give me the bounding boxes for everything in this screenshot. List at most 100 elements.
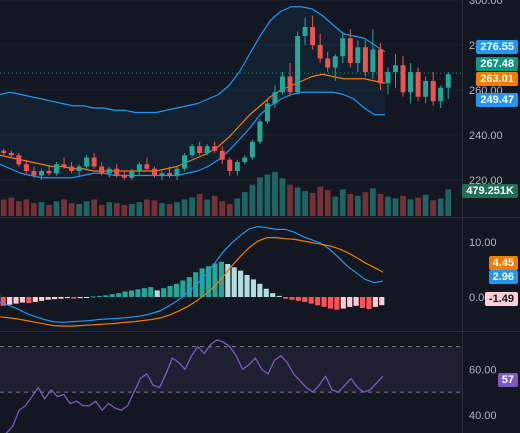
volume-bar xyxy=(279,178,286,216)
macd-histogram-bar xyxy=(289,297,295,300)
candle-body xyxy=(423,81,429,97)
volume-bar xyxy=(23,199,30,216)
macd-histogram-bar xyxy=(180,280,186,297)
candle-body xyxy=(151,168,157,176)
candle-body xyxy=(242,157,248,162)
candle-body xyxy=(347,38,353,63)
volume-bar xyxy=(294,187,301,216)
volume-bar xyxy=(8,197,15,216)
sma-badge: 263.01 xyxy=(476,72,518,86)
volume-bar xyxy=(46,204,52,216)
volume-bar xyxy=(407,199,414,216)
macd-histogram-bar xyxy=(19,297,26,303)
volume-bar xyxy=(249,184,256,216)
macd-histogram-bar xyxy=(161,288,167,297)
candle-body xyxy=(340,38,346,57)
candle-body xyxy=(249,141,255,158)
macd-signal-line xyxy=(0,237,384,327)
candle-body xyxy=(219,150,225,160)
macd-histogram-bar xyxy=(122,291,128,297)
macd-histogram-bar xyxy=(334,297,340,310)
volume-bar xyxy=(392,198,399,216)
macd-histogram-bar xyxy=(141,288,147,297)
macd-histogram-bar xyxy=(372,297,378,307)
candle-body xyxy=(408,72,414,93)
macd-histogram-bar xyxy=(199,268,205,297)
candle-body xyxy=(257,121,263,142)
candle-body xyxy=(287,76,293,93)
candle-body xyxy=(189,146,195,156)
macd-histogram-bar xyxy=(116,293,122,297)
volume-bar xyxy=(339,189,346,216)
macd-histogram-bar xyxy=(302,297,308,302)
volume-bar xyxy=(83,201,90,216)
candle-body xyxy=(167,173,172,176)
volume-bar xyxy=(309,193,316,216)
macd-histogram-bar xyxy=(295,297,301,301)
volume-bar xyxy=(113,203,120,216)
macd-histogram-bar xyxy=(148,287,154,297)
volume-bar xyxy=(226,204,233,216)
candle-body xyxy=(76,166,82,171)
macd-histogram-bar xyxy=(96,295,103,297)
volume-bar xyxy=(181,199,188,216)
macd-histogram-bar xyxy=(84,297,90,298)
last-price-badge: 267.48 xyxy=(476,57,518,71)
macd-histogram-bar xyxy=(0,297,6,306)
macd-histogram-bar xyxy=(103,295,109,297)
macd-histogram-bar xyxy=(7,297,13,305)
macd-signal-badge: 4.45 xyxy=(488,256,518,270)
candle-body xyxy=(400,65,406,93)
volume-bar xyxy=(430,200,437,216)
volume-bar xyxy=(332,196,339,216)
rsi-line xyxy=(5,339,384,433)
macd-histogram-bar xyxy=(353,297,359,306)
macd-histogram-bar xyxy=(282,297,289,299)
macd-histogram-bar xyxy=(359,297,366,308)
macd-histogram-bar xyxy=(212,263,218,297)
volume-bar xyxy=(189,197,195,216)
macd-histogram-bar xyxy=(244,275,250,297)
volume-bar xyxy=(264,174,271,216)
volume-bar xyxy=(166,204,173,216)
volume-bar xyxy=(151,200,158,216)
macd-histogram-bar xyxy=(205,266,212,297)
volume-bar xyxy=(159,203,165,216)
candle-body xyxy=(212,146,218,151)
volume-bar xyxy=(61,199,67,216)
macd-histogram-bar xyxy=(90,296,96,298)
candle-body xyxy=(362,47,368,72)
candle-body xyxy=(234,162,240,171)
bollinger-lower-line xyxy=(0,91,385,179)
macd-histogram-bar xyxy=(167,286,173,297)
macd-histogram-bar xyxy=(26,297,32,304)
candle-body xyxy=(317,45,323,59)
macd-histogram-bar xyxy=(321,297,327,307)
candle-body xyxy=(197,146,203,153)
macd-histogram-bar xyxy=(379,297,385,306)
macd-line-badge: 2.96 xyxy=(488,270,518,284)
candle-body xyxy=(325,58,331,68)
candle-body xyxy=(121,175,127,178)
bollinger-band-fill xyxy=(0,6,385,178)
candle-body xyxy=(106,168,112,174)
rsi-band xyxy=(0,346,462,393)
volume-bar xyxy=(354,195,361,216)
volume-bar xyxy=(91,199,98,216)
candle-body xyxy=(227,159,233,171)
volume-bar xyxy=(121,204,128,216)
volume-bar xyxy=(204,199,211,216)
price-axis-tick: 300.00 xyxy=(469,0,503,7)
volume-bar xyxy=(234,198,241,216)
candle-body xyxy=(377,49,383,84)
candle-body xyxy=(144,164,150,169)
candle-body xyxy=(415,72,421,97)
volume-bar xyxy=(76,204,82,216)
macd-histogram-bar xyxy=(238,270,244,297)
volume-bar xyxy=(53,201,60,216)
bollinger-upper-badge: 276.55 xyxy=(476,40,518,54)
macd-histogram-bar xyxy=(250,279,257,297)
candle-body xyxy=(302,27,308,36)
